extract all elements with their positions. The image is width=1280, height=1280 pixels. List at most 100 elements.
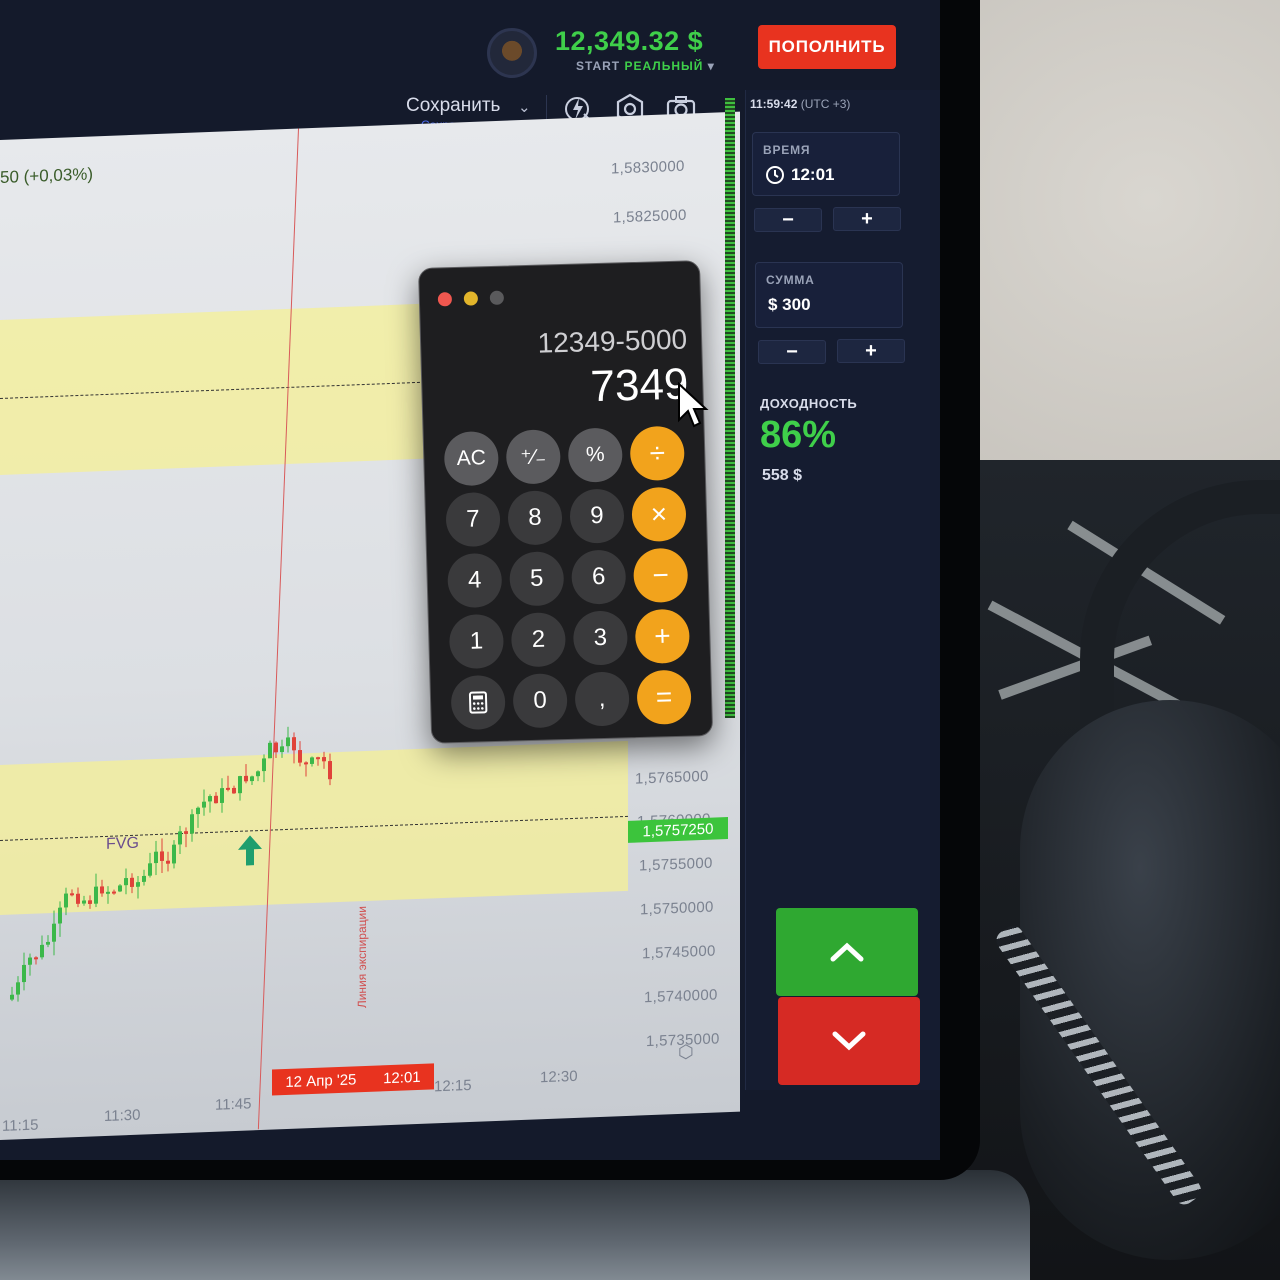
deposit-button[interactable]: ПОПОЛНИТЬ <box>758 25 896 69</box>
candle-body <box>34 957 38 960</box>
candle-body <box>142 875 146 882</box>
candle-body <box>88 900 92 905</box>
candle-body <box>16 982 20 995</box>
candle-body <box>220 788 224 804</box>
candle-body <box>130 877 134 888</box>
candle-body <box>172 844 176 864</box>
candle-body <box>328 760 332 780</box>
amount-field-label: СУММА <box>766 273 815 287</box>
call-up-button[interactable] <box>776 908 918 996</box>
candle-body <box>298 750 302 763</box>
subtract-key[interactable]: − <box>632 547 689 604</box>
minimize-window-button[interactable] <box>463 291 479 306</box>
calculator-expression: 12349-5000 <box>537 323 688 359</box>
clock-icon <box>766 166 784 184</box>
digit-7-key[interactable]: 7 <box>445 491 501 548</box>
candle-body <box>244 775 248 782</box>
candle-body <box>46 941 50 945</box>
chevron-down-icon <box>832 1031 866 1051</box>
avatar[interactable] <box>487 28 537 78</box>
account-type-prefix: START <box>576 59 621 73</box>
save-template-button[interactable]: Сохранить <box>406 95 501 116</box>
candle-body <box>76 893 80 904</box>
calculator-keypad: AC ⁺∕₋% ÷ 7 8 9 × 4 5 6− 1 2 3 +0, = <box>419 261 699 731</box>
candle-body <box>64 893 68 908</box>
candlestick-series <box>10 726 332 1002</box>
laptop-base <box>0 1170 1030 1280</box>
calculator-mode-key[interactable] <box>450 674 506 731</box>
candle-body <box>118 885 122 892</box>
chevron-up-icon <box>830 942 864 962</box>
amount-field[interactable]: СУММА $ 300 <box>755 262 903 328</box>
price-chart[interactable]: 50 (+0,03%) FVG 1,5830000 1,5825000 1,57… <box>0 111 740 1141</box>
time-field[interactable]: ВРЕМЯ 12:01 <box>752 132 900 196</box>
close-window-button[interactable] <box>437 292 453 307</box>
calculator-window[interactable]: 12349-5000 7349 AC ⁺∕₋% ÷ 7 8 9 × 4 5 6− 1 2 3 +0, = <box>418 260 714 744</box>
candle-body <box>214 795 218 804</box>
profit-amount: 558 $ <box>762 467 803 484</box>
add-key[interactable]: + <box>634 608 691 665</box>
digit-6-key[interactable]: 6 <box>570 549 627 605</box>
candle-body <box>310 757 314 765</box>
clear-key[interactable]: AC <box>443 430 500 487</box>
candle-body <box>190 814 194 834</box>
clock-time: 11:59:42 <box>750 97 798 111</box>
calculator-result: 7349 <box>589 359 690 412</box>
time-field-value: 12:01 <box>791 165 835 184</box>
candle-body <box>256 771 260 777</box>
candle-body <box>160 851 164 862</box>
put-down-button[interactable] <box>778 997 920 1085</box>
digit-4-key[interactable]: 4 <box>447 552 503 609</box>
digit-2-key[interactable]: 2 <box>510 612 567 668</box>
candle-body <box>184 831 188 834</box>
percent-key[interactable]: % <box>567 427 624 483</box>
candle-body <box>238 776 242 794</box>
candle-body <box>148 863 152 876</box>
candle-body <box>202 801 206 808</box>
candle-body <box>286 737 290 747</box>
headphones <box>1020 700 1280 1260</box>
candle-body <box>166 860 170 864</box>
candle-body <box>28 957 32 965</box>
amount-field-value: $ 300 <box>768 295 811 314</box>
candle-body <box>82 900 86 904</box>
candle-body <box>106 891 110 894</box>
account-type[interactable]: START РЕАЛЬНЫЙ ▾ <box>576 59 715 73</box>
digit-9-key[interactable]: 9 <box>569 488 625 544</box>
time-minus-button[interactable]: − <box>754 208 822 232</box>
equals-key[interactable]: = <box>636 669 692 726</box>
candle-body <box>22 964 26 983</box>
candle-body <box>208 795 212 802</box>
account-type-label: РЕАЛЬНЫЙ <box>624 59 704 73</box>
candle-body <box>268 742 272 759</box>
sentiment-gauge <box>725 98 755 1088</box>
digit-3-key[interactable]: 3 <box>572 610 629 666</box>
candle-body <box>136 882 140 887</box>
amount-plus-button[interactable]: + <box>837 339 905 363</box>
decimal-key[interactable]: , <box>574 671 630 727</box>
amount-minus-button[interactable]: − <box>758 340 826 364</box>
candle-body <box>262 758 266 772</box>
sign-toggle-key[interactable]: ⁺∕₋ <box>505 429 562 485</box>
multiply-key[interactable]: × <box>631 486 687 543</box>
candle-body <box>178 831 182 845</box>
time-plus-button[interactable]: + <box>833 207 901 231</box>
candle-body <box>226 787 230 790</box>
digit-0-key[interactable]: 0 <box>512 673 568 729</box>
chevron-down-icon: ▾ <box>707 59 715 73</box>
candle-body <box>292 737 296 751</box>
digit-8-key[interactable]: 8 <box>507 490 563 546</box>
digit-1-key[interactable]: 1 <box>448 613 505 670</box>
candle-body <box>52 923 56 942</box>
balance[interactable]: 12,349.32 $ <box>555 26 704 56</box>
zoom-window-button[interactable] <box>489 290 505 306</box>
calculator-icon <box>468 691 488 714</box>
candle-body <box>196 807 200 815</box>
chevron-down-icon[interactable]: ⌄ <box>518 99 531 116</box>
candle-body <box>58 907 62 924</box>
candle-body <box>304 762 308 765</box>
digit-5-key[interactable]: 5 <box>508 551 565 607</box>
divide-key[interactable]: ÷ <box>629 425 686 482</box>
server-clock: 11:59:42 (UTC +3) <box>750 97 850 111</box>
mouse-cursor-icon <box>678 382 709 428</box>
